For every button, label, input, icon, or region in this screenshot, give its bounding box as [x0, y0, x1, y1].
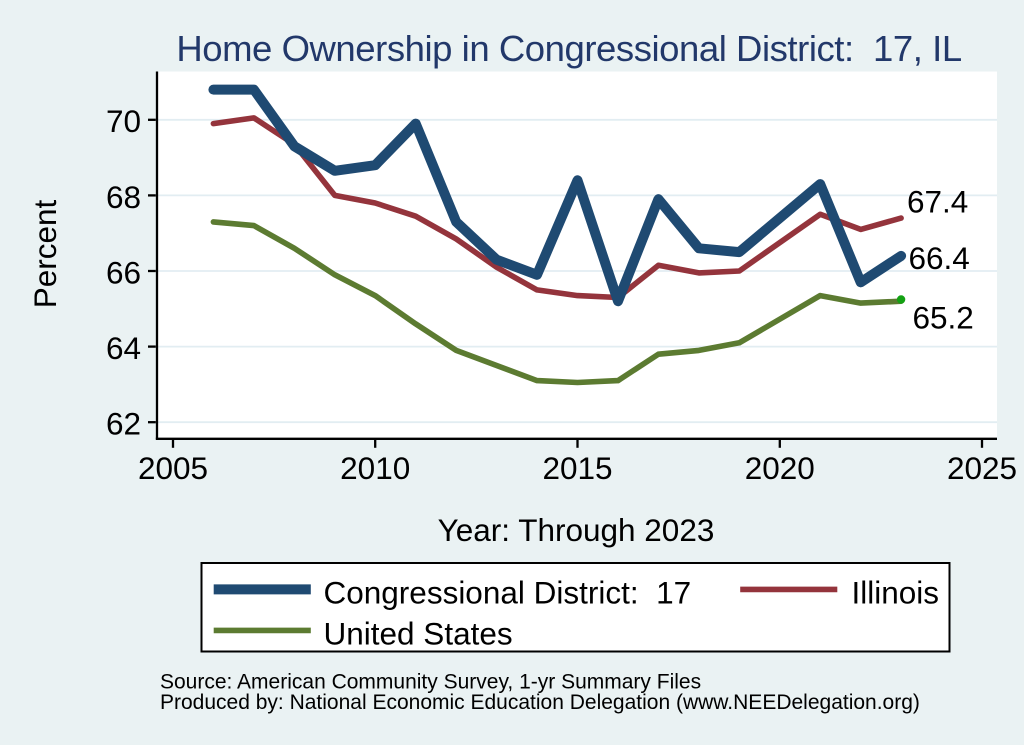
- svg-text:United States: United States: [324, 615, 513, 651]
- svg-text:Source: American Community Sur: Source: American Community Survey, 1-yr …: [160, 671, 701, 694]
- svg-text:2010: 2010: [340, 450, 410, 486]
- svg-text:70: 70: [106, 103, 141, 139]
- svg-text:Percent: Percent: [27, 199, 63, 308]
- svg-text:Congressional District: 17: Congressional District: 17: [324, 574, 692, 610]
- svg-text:68: 68: [106, 179, 141, 215]
- svg-text:Year: Through 2023: Year: Through 2023: [438, 512, 715, 548]
- svg-text:2025: 2025: [947, 450, 1017, 486]
- svg-text:67.4: 67.4: [907, 184, 968, 220]
- svg-text:62: 62: [106, 406, 141, 442]
- svg-text:Illinois: Illinois: [852, 574, 940, 610]
- svg-text:2015: 2015: [542, 450, 612, 486]
- svg-text:65.2: 65.2: [913, 300, 974, 336]
- svg-text:66: 66: [106, 254, 141, 290]
- svg-text:Home Ownership in Congressiona: Home Ownership in Congressional District…: [176, 28, 961, 69]
- svg-text:2020: 2020: [745, 450, 815, 486]
- svg-text:2005: 2005: [138, 450, 208, 486]
- svg-text:64: 64: [106, 330, 141, 366]
- svg-text:66.4: 66.4: [909, 240, 970, 276]
- svg-text:Produced by: National Economic: Produced by: National Economic Education…: [160, 691, 920, 714]
